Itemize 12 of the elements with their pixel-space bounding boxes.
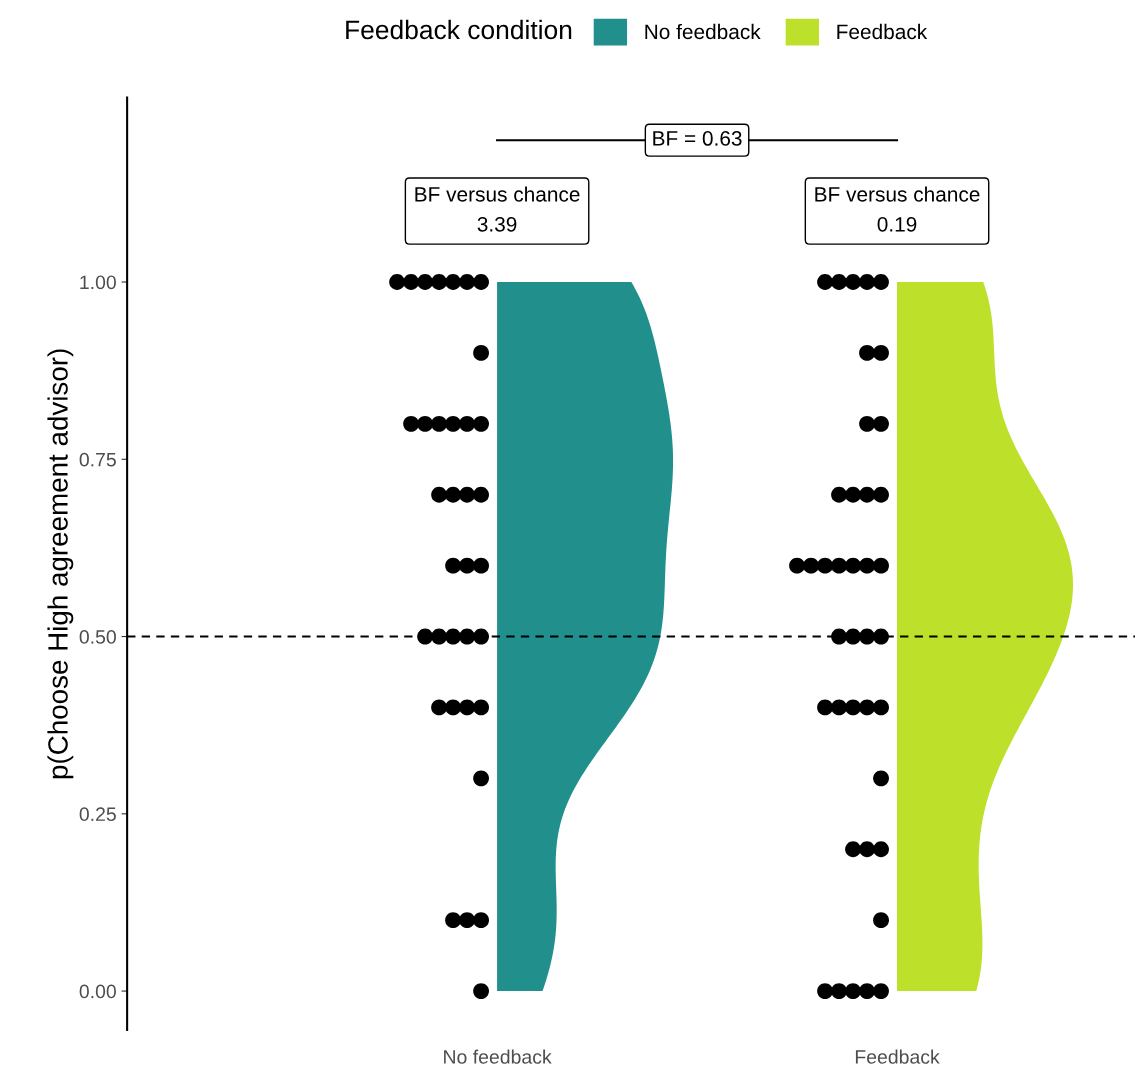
y-tick-label: 1.00 — [80, 275, 116, 290]
y-tick-label: 0.00 — [79, 984, 116, 999]
text: Feedback — [837, 23, 928, 40]
y-axis-title: p(Choose High agreement advisor) — [47, 349, 74, 779]
y-tick-label: 0.50 — [79, 630, 116, 644]
annotation: BF versus chance 3.39 — [415, 186, 580, 232]
annotation: BF = 0.63 — [653, 131, 742, 146]
legend-title: Feedback condition — [346, 19, 572, 40]
y-tick-label: 0.75 — [79, 452, 116, 467]
annotation: BF versus chance 0.19 — [815, 186, 980, 232]
y-tick-label: 0.25 — [79, 807, 116, 822]
text: No feedback — [645, 23, 761, 40]
